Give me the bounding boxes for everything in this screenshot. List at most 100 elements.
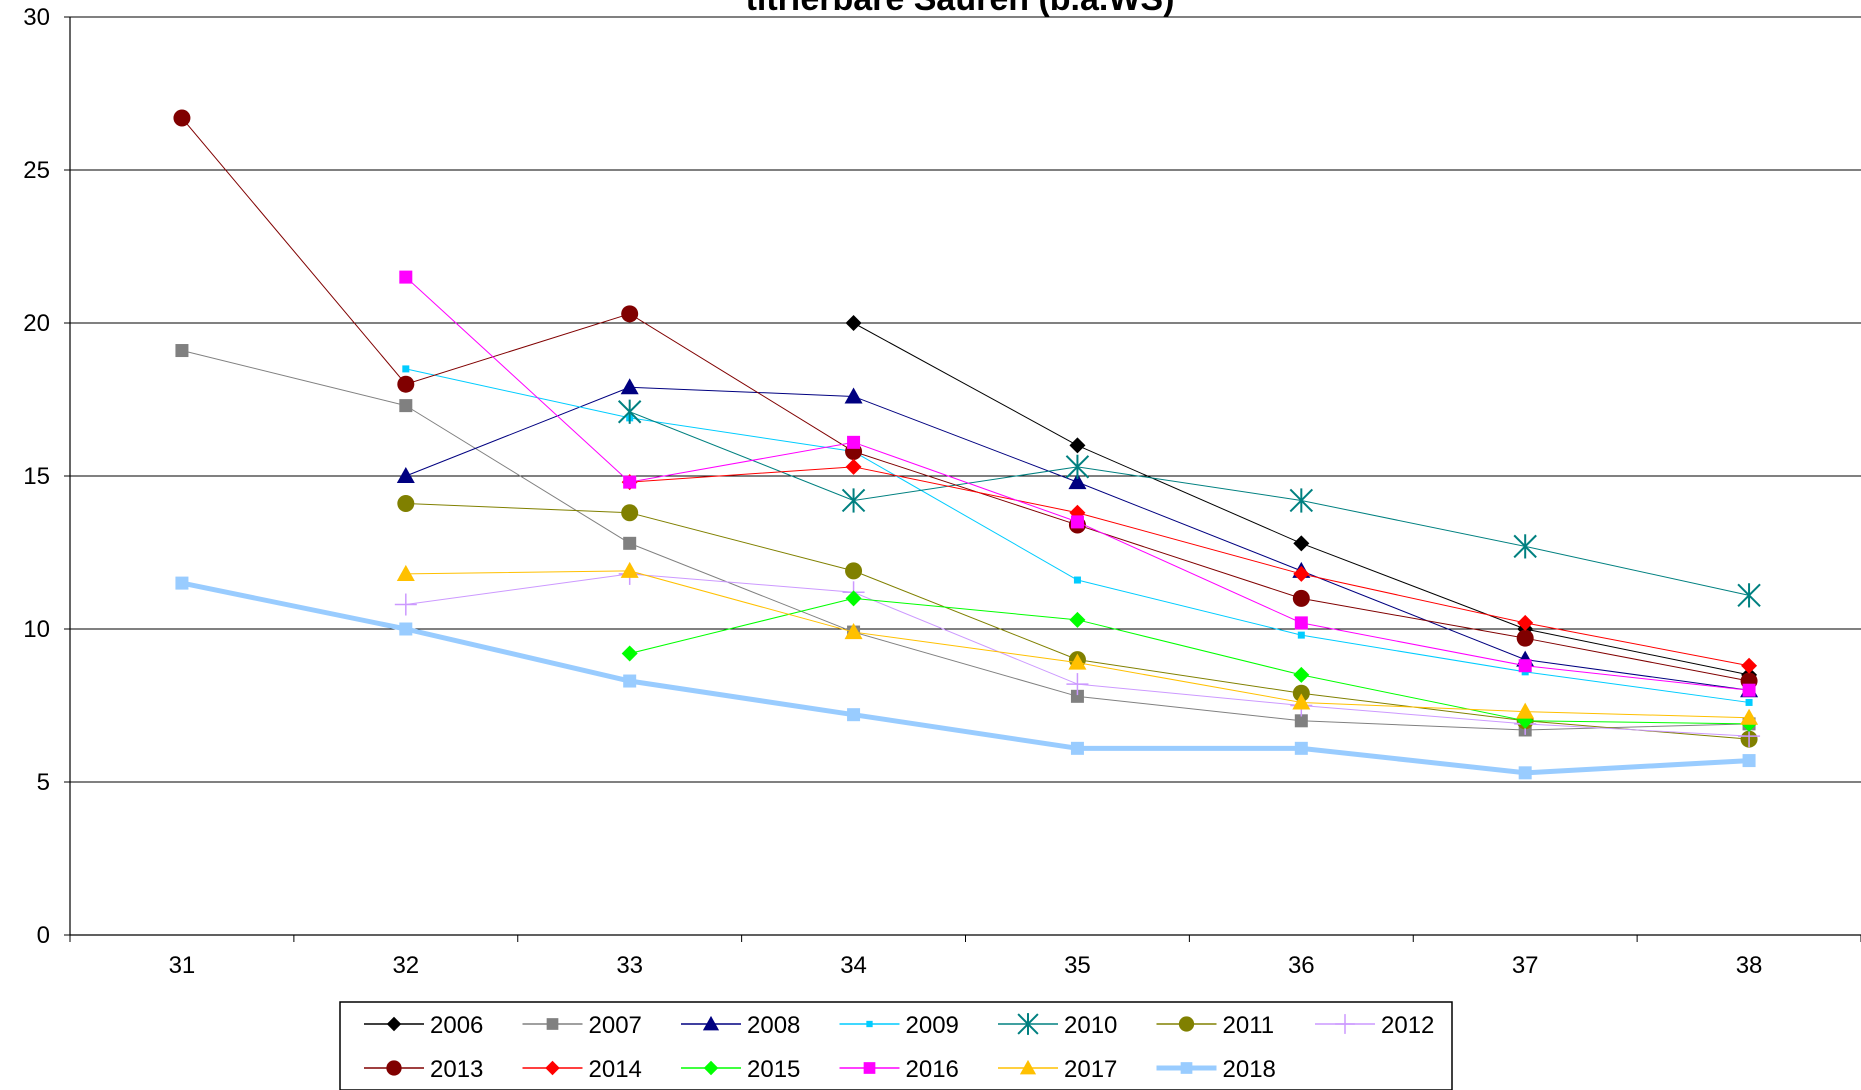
data-point [1073, 576, 1081, 584]
data-point [1178, 1016, 1195, 1032]
legend-label: 2013 [430, 1056, 483, 1083]
data-point [1742, 754, 1756, 768]
x-tick-label: 38 [1736, 952, 1763, 979]
x-tick-label: 37 [1512, 952, 1539, 979]
data-point [1297, 631, 1305, 639]
data-point [1069, 437, 1086, 454]
data-point [845, 562, 863, 580]
series-line [181, 350, 1750, 731]
legend-label: 2010 [1064, 1012, 1117, 1039]
data-point [844, 623, 863, 640]
data-point [396, 564, 415, 581]
data-point [845, 315, 862, 331]
data-point [845, 458, 862, 475]
data-point [1745, 698, 1753, 706]
series-2008 [396, 378, 1759, 698]
data-point [702, 1015, 720, 1031]
x-tick-label: 32 [392, 952, 419, 979]
data-point [1518, 766, 1532, 780]
data-point [1294, 714, 1308, 728]
data-point [1741, 657, 1758, 674]
data-point [396, 467, 415, 484]
data-point [844, 387, 863, 404]
y-tick-label: 25 [23, 157, 50, 184]
data-point [1518, 659, 1532, 673]
data-point [546, 1018, 559, 1030]
legend-item-2015: 2015 [681, 1056, 800, 1083]
data-point [1513, 534, 1537, 559]
legend-item-2008: 2008 [681, 1012, 800, 1039]
data-point [841, 488, 866, 513]
data-point [623, 475, 637, 489]
x-tick-label: 36 [1288, 952, 1315, 979]
legend-label: 2008 [747, 1012, 800, 1039]
series-2013 [173, 109, 1758, 690]
data-point [617, 399, 642, 424]
data-point [1017, 1013, 1039, 1035]
series-2007 [175, 344, 1756, 737]
y-tick-label: 0 [37, 922, 50, 949]
data-point [703, 1060, 719, 1076]
data-point [399, 270, 413, 284]
series-line [181, 117, 1750, 682]
data-point [1293, 565, 1310, 582]
legend-label: 2015 [747, 1056, 800, 1083]
axes: 0 5 10 15 20 25 30 31 32 33 34 35 36 37 38 [23, 4, 1861, 979]
y-tick-label: 5 [37, 769, 50, 796]
legend: 2006 2007 2008 2009 2010 2011 2012 2013 2014 2015… [339, 1001, 1453, 1090]
data-point [394, 593, 417, 616]
x-tick-label: 35 [1064, 952, 1091, 979]
chart-title: titrierbare Säuren (b.a.WS) [746, 0, 1175, 18]
data-point [620, 378, 639, 395]
series-line [405, 386, 1750, 691]
data-point [545, 1060, 560, 1076]
legend-item-2012: 2012 [1315, 1012, 1434, 1039]
data-point [386, 1060, 402, 1076]
x-tick-label: 33 [616, 952, 643, 979]
data-point [1294, 741, 1308, 755]
data-point [1335, 1014, 1355, 1034]
legend-item-2010: 2010 [998, 1012, 1117, 1039]
data-point [1294, 616, 1308, 630]
legend-label: 2012 [1381, 1012, 1434, 1039]
data-point [1740, 708, 1759, 725]
data-point [1292, 589, 1310, 607]
data-point [386, 1016, 402, 1032]
data-point [1180, 1062, 1193, 1074]
data-point [1068, 473, 1087, 490]
legend-label: 2017 [1064, 1056, 1117, 1083]
series-2015 [621, 590, 1758, 732]
series-layer [173, 109, 1761, 780]
data-point [1292, 693, 1311, 710]
legend-item-2013: 2013 [364, 1056, 483, 1083]
data-point [1517, 614, 1534, 631]
data-point [1516, 629, 1534, 647]
data-point [1069, 611, 1086, 628]
legend-label: 2009 [906, 1012, 959, 1039]
data-point [1737, 583, 1761, 608]
legend-label: 2011 [1223, 1012, 1275, 1039]
legend-item-2006: 2006 [364, 1012, 483, 1039]
data-point [397, 375, 415, 393]
legend-label: 2016 [906, 1056, 959, 1083]
data-point [621, 645, 638, 662]
data-point [1292, 684, 1310, 702]
legend-label: 2018 [1223, 1056, 1276, 1083]
legend-item-2018: 2018 [1156, 1056, 1276, 1083]
data-point [621, 504, 639, 522]
data-point [1068, 653, 1087, 670]
data-point [1289, 488, 1314, 513]
series-2017 [396, 561, 1759, 725]
data-point [1293, 535, 1310, 552]
data-point [1516, 702, 1535, 719]
y-tick-label: 20 [23, 310, 50, 337]
data-point [845, 590, 862, 607]
data-point [1066, 673, 1089, 696]
data-point [866, 1020, 873, 1028]
data-point [175, 576, 189, 590]
x-tick-label: 34 [840, 952, 867, 979]
legend-item-2014: 2014 [522, 1056, 642, 1083]
data-point [623, 674, 637, 688]
data-point [399, 399, 413, 413]
